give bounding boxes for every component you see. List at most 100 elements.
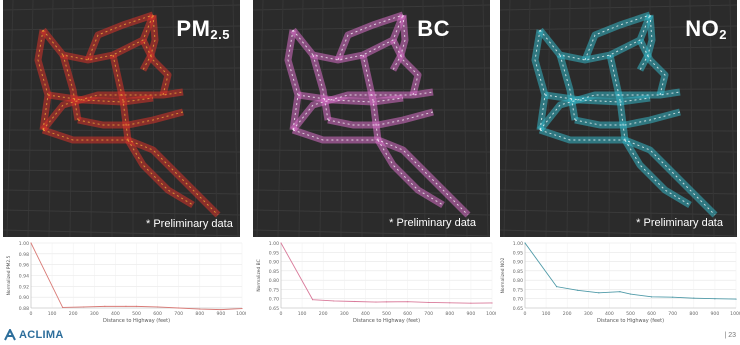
data-point: [312, 299, 314, 301]
y-tick-label: 0.80: [269, 278, 279, 284]
x-tick-label: 400: [605, 311, 614, 317]
data-point: [714, 298, 716, 300]
x-axis-label: Distance to Highway (feet): [353, 318, 420, 324]
x-tick-label: 300: [90, 311, 99, 317]
map-roads-pm25: [3, 0, 240, 237]
data-point: [428, 301, 430, 304]
map-panel-bc: BC * Preliminary data: [253, 0, 490, 237]
x-tick-label: 0: [30, 311, 33, 317]
data-point: [83, 306, 85, 308]
y-axis-label: Normalized BC: [256, 259, 262, 291]
x-tick-label: 700: [174, 311, 183, 317]
x-tick-label: 100: [298, 311, 307, 317]
x-tick-label: 500: [382, 311, 391, 317]
data-point: [735, 298, 737, 300]
x-tick-label: 1000: [730, 311, 740, 317]
y-tick-label: 0.65: [513, 306, 523, 312]
x-tick-label: 1000: [486, 311, 496, 317]
map-panel-no2: NO2 * Preliminary data: [500, 0, 737, 237]
y-tick-label: 0.92: [19, 284, 29, 290]
data-point: [577, 289, 579, 291]
map-panel-pm25: PM2.5: [3, 0, 240, 237]
x-axis-label: Distance to Highway (feet): [103, 318, 170, 324]
data-point: [651, 296, 653, 298]
data-point: [470, 302, 472, 304]
preliminary-note-no2: * Preliminary data: [636, 217, 723, 229]
data-point: [241, 307, 243, 310]
page-number: | 23: [724, 332, 736, 339]
x-tick-label: 500: [132, 311, 141, 317]
x-tick-label: 100: [48, 311, 57, 317]
x-tick-label: 200: [319, 311, 328, 317]
x-tick-label: 600: [153, 311, 162, 317]
x-tick-label: 200: [69, 311, 78, 317]
x-tick-label: 100: [542, 311, 551, 317]
x-tick-label: 300: [340, 311, 349, 317]
chart-pm25: 0.88 0.90 0.92 0.94 0.96 0.98 1.00 0 100 200 300 40…: [3, 239, 248, 324]
x-tick-label: 800: [195, 311, 204, 317]
chart-no2: 0.65 0.70 0.75 0.80 0.85 0.90 0.95 1.00 0 100 200 3…: [497, 239, 740, 324]
y-tick-label: 0.85: [269, 269, 279, 275]
x-tick-label: 700: [424, 311, 433, 317]
map-roads-no2: [500, 0, 737, 237]
data-point: [598, 292, 600, 294]
data-point: [524, 242, 526, 244]
aclima-logo-icon: [4, 329, 16, 341]
aclima-logo: ACLIMA: [4, 328, 64, 342]
y-tick-label: 0.90: [269, 260, 279, 266]
y-tick-label: 0.98: [19, 252, 29, 258]
x-tick-label: 900: [711, 311, 720, 317]
data-point: [157, 306, 159, 308]
x-tick-label: 600: [647, 311, 656, 317]
data-point: [280, 242, 282, 244]
x-tick-label: 900: [217, 311, 226, 317]
data-point: [385, 301, 388, 303]
y-axis-label: Normalized NO2: [500, 257, 506, 293]
y-tick-label: 0.80: [513, 278, 523, 284]
chart-bc: 0.65 0.70 0.75 0.80 0.85 0.90 0.95 1.00 0 100 200 3…: [253, 239, 498, 324]
map-roads-bc: [253, 0, 490, 237]
y-tick-label: 0.94: [19, 274, 29, 280]
y-tick-label: 0.75: [269, 287, 279, 293]
data-point: [672, 296, 674, 298]
data-point: [104, 305, 106, 307]
data-point: [629, 293, 632, 295]
logo-text: ACLIMA: [19, 329, 64, 341]
y-tick-label: 0.70: [269, 297, 279, 303]
x-tick-label: 400: [361, 311, 370, 317]
data-point: [375, 301, 377, 303]
data-point: [491, 302, 493, 304]
x-axis-label: Distance to Highway (feet): [597, 318, 664, 324]
x-tick-label: 900: [467, 311, 476, 317]
y-tick-label: 0.90: [513, 260, 523, 266]
data-point: [199, 308, 201, 310]
data-point: [693, 297, 695, 299]
x-tick-label: 600: [403, 311, 412, 317]
y-tick-label: 0.95: [513, 250, 523, 256]
x-tick-label: 200: [563, 311, 572, 317]
panel-title-pm25: PM2.5: [176, 16, 230, 42]
x-tick-label: 400: [111, 311, 120, 317]
y-tick-label: 0.96: [19, 263, 29, 269]
preliminary-note-pm25: * Preliminary data: [146, 218, 233, 230]
x-tick-label: 1000: [236, 311, 246, 317]
data-point: [449, 302, 451, 304]
panel-title-bc: BC: [417, 16, 450, 41]
data-point: [619, 291, 621, 293]
x-tick-label: 800: [445, 311, 454, 317]
panel-title-no2: NO2: [685, 16, 727, 42]
y-tick-label: 0.65: [269, 306, 279, 312]
x-tick-label: 0: [524, 311, 527, 317]
data-point: [178, 307, 180, 309]
y-tick-label: 0.75: [513, 287, 523, 293]
y-tick-label: 1.00: [513, 241, 523, 247]
x-tick-label: 300: [584, 311, 593, 317]
x-tick-label: 700: [668, 311, 677, 317]
y-tick-label: 0.90: [19, 295, 29, 301]
data-point: [556, 286, 558, 288]
data-point: [125, 305, 127, 307]
y-tick-label: 0.95: [269, 250, 279, 256]
preliminary-note-bc: * Preliminary data: [389, 217, 476, 229]
y-axis-label: Normalized PM2.5: [6, 255, 12, 295]
y-tick-label: 1.00: [269, 241, 279, 247]
